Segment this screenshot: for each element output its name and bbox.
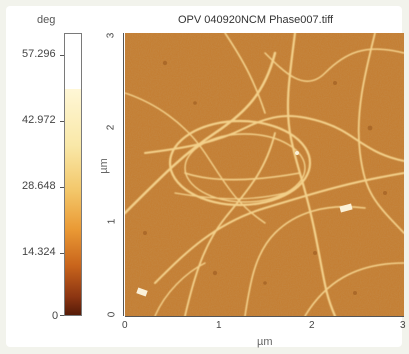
colorbar-label: 28.648 — [22, 180, 56, 192]
x-tick-label: 1 — [216, 320, 222, 331]
image-title: OPV 040920NCM Phase007.tiff — [178, 14, 334, 26]
colorbar-saturated-region — [65, 34, 81, 89]
y-axis-unit: µm — [97, 158, 110, 174]
colorbar-tick — [60, 315, 64, 316]
x-tick-label: 2 — [309, 320, 315, 331]
x-tick-label: 3 — [400, 320, 406, 331]
y-tick-label: 2 — [105, 124, 117, 131]
afm-phase-image[interactable] — [125, 33, 404, 316]
y-tick-label: 0 — [106, 311, 118, 318]
y-tick-label: 3 — [105, 32, 117, 39]
bright-particles — [136, 151, 353, 297]
colorbar-label: 57.296 — [22, 48, 56, 60]
colorbar-unit: deg — [37, 14, 56, 26]
colorbar-label: 14.324 — [22, 246, 56, 258]
y-tick-label: 1 — [106, 218, 118, 225]
colorbar-tick — [60, 121, 64, 122]
colorbar-tick — [60, 55, 64, 56]
fiber-network — [125, 33, 404, 316]
image-texture — [125, 33, 404, 316]
colorbar-label: 42.972 — [22, 114, 56, 126]
dark-pits — [143, 60, 387, 295]
x-axis-unit: µm — [257, 336, 273, 348]
colorbar — [64, 33, 82, 316]
colorbar-gradient — [65, 89, 81, 315]
y-axis-line — [123, 33, 124, 316]
x-tick-label: 0 — [122, 320, 128, 331]
colorbar-tick — [60, 187, 64, 188]
colorbar-tick — [60, 253, 64, 254]
colorbar-label: 0 — [52, 310, 59, 322]
x-axis-line — [125, 316, 404, 317]
